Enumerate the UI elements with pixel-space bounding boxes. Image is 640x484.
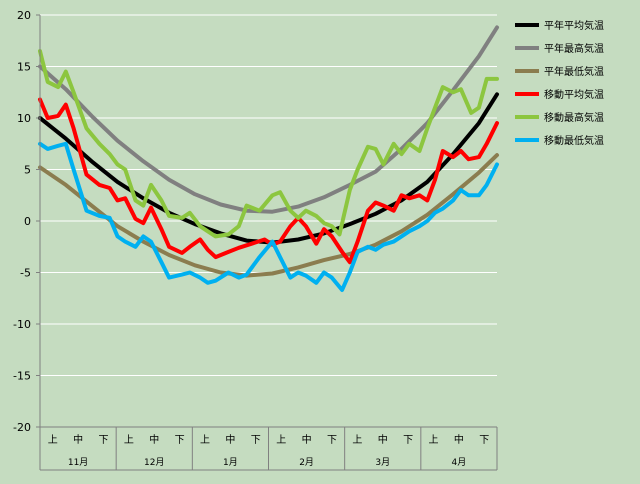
x-axis-tick-labels: 上 中 下 上 中 下 上 中 下 上 中 下 上 中 下 上 中 下 11月 12月 1月 2月 3月 4月: [39, 427, 498, 470]
x-tick-label: 下: [403, 435, 413, 446]
legend-label: 移動最低気温: [544, 134, 604, 147]
series-lines: [38, 25, 499, 292]
series-line: [38, 141, 499, 292]
x-tick-label: 上: [48, 434, 58, 446]
x-group-label: 4月: [452, 457, 467, 468]
x-tick-label: 上: [276, 434, 286, 446]
x-tick-label: 中: [73, 433, 83, 446]
series-line: [38, 97, 499, 265]
x-tick-label: 下: [327, 435, 337, 446]
legend-label: 平年最高気温: [544, 42, 604, 55]
y-tick-label: 10: [17, 112, 31, 125]
x-tick-label: 下: [175, 435, 185, 446]
x-tick-label: 中: [149, 433, 159, 446]
x-group-label: 12月: [144, 457, 164, 468]
x-tick-label: 上: [352, 434, 362, 446]
y-tick-label: 5: [24, 164, 31, 177]
legend-label: 移動平均気温: [544, 88, 604, 101]
x-group-label: 3月: [375, 457, 390, 468]
x-tick-label: 中: [302, 433, 312, 446]
gridlines: [40, 14, 497, 428]
y-tick-label: -5: [20, 267, 31, 280]
x-tick-label: 下: [479, 435, 489, 446]
y-tick-label: 20: [17, 9, 31, 22]
x-tick-label: 下: [251, 435, 261, 446]
y-tick-label: 15: [17, 61, 31, 74]
y-tick-label: -10: [13, 318, 31, 331]
x-tick-label: 中: [225, 433, 235, 446]
x-tick-label: 下: [98, 435, 108, 446]
legend-label: 平年平均気温: [544, 19, 604, 32]
x-group-label: 1月: [223, 457, 238, 468]
series-line: [38, 49, 499, 239]
x-group-label: 11月: [68, 457, 88, 468]
x-tick-label: 上: [429, 434, 439, 446]
y-tick-label: -15: [13, 370, 31, 383]
x-tick-label: 中: [378, 433, 388, 446]
series-line: [38, 153, 499, 278]
x-tick-label: 中: [454, 433, 464, 446]
legend-label: 平年最低気温: [544, 65, 604, 78]
x-tick-label: 上: [200, 434, 210, 446]
y-tick-label: 0: [24, 215, 31, 228]
x-tick-label: 上: [124, 434, 134, 446]
y-tick-label: -20: [13, 421, 31, 434]
x-group-label: 2月: [299, 457, 314, 468]
legend-label: 移動最高気温: [544, 111, 604, 124]
y-axis-tick-labels: -20 -15 -10 -5 0 5 10 15 20: [13, 9, 40, 434]
